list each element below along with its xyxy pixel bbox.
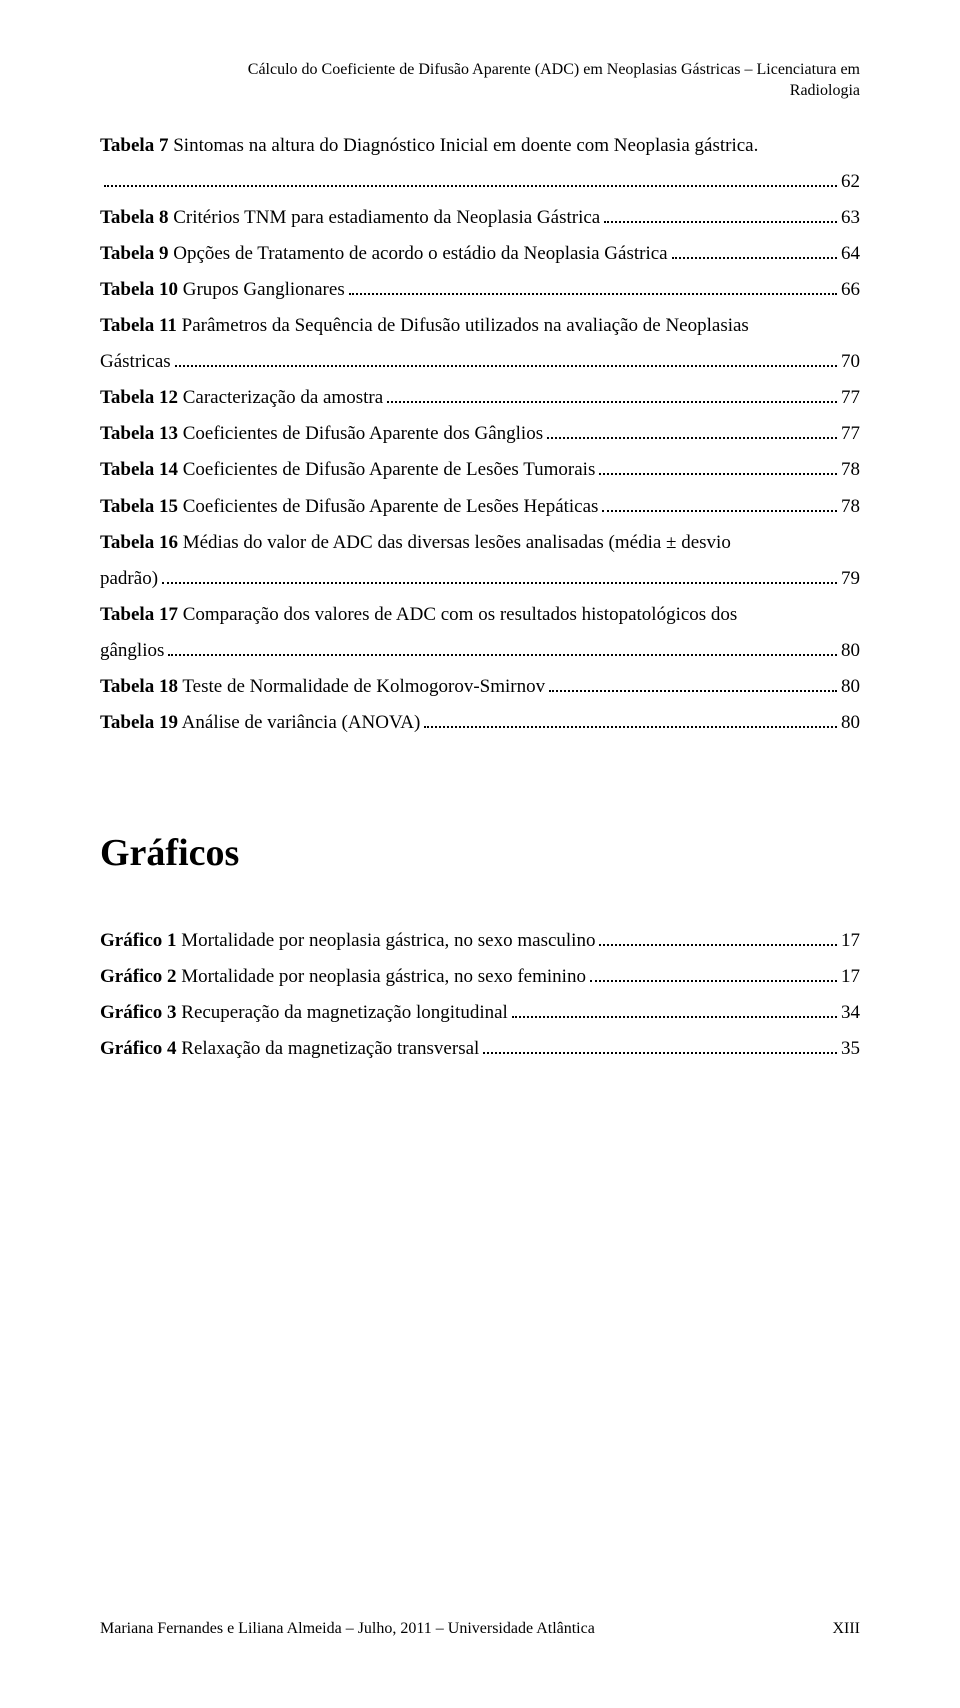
toc-page: 80 (841, 633, 860, 669)
toc-page: 64 (841, 236, 860, 272)
toc-label: Tabela 9 Opções de Tratamento de acordo … (100, 236, 668, 272)
graficos-heading: Gráficos (100, 831, 860, 875)
toc-label: Gráfico 2 Mortalidade por neoplasia gást… (100, 959, 586, 995)
toc-dots (175, 365, 837, 367)
toc-page: 66 (841, 272, 860, 308)
toc-page: 70 (841, 344, 860, 380)
toc-entry: Gráfico 4 Relaxação da magnetização tran… (100, 1031, 860, 1067)
toc-label: Tabela 13 Coeficientes de Difusão Aparen… (100, 416, 543, 452)
toc-dots (599, 944, 837, 946)
toc-page: 80 (841, 705, 860, 741)
toc-entry-continuation: gânglios 80 (100, 633, 860, 669)
toc-page: 78 (841, 452, 860, 488)
toc-dots (512, 1016, 837, 1018)
toc-entry: Gráfico 3 Recuperação da magnetização lo… (100, 995, 860, 1031)
toc-label: Tabela 12 Caracterização da amostra (100, 380, 383, 416)
toc-dots (547, 437, 837, 439)
toc-label: Tabela 8 Critérios TNM para estadiamento… (100, 200, 600, 236)
toc-page: 77 (841, 416, 860, 452)
toc-dots (549, 690, 837, 692)
toc-label: Gástricas (100, 344, 171, 380)
toc-page: 78 (841, 489, 860, 525)
toc-label: Gráfico 1 Mortalidade por neoplasia gást… (100, 923, 595, 959)
toc-entry: Tabela 19 Análise de variância (ANOVA) 8… (100, 705, 860, 741)
toc-label: gânglios (100, 633, 164, 669)
toc-dots (162, 582, 837, 584)
toc-page: 35 (841, 1031, 860, 1067)
toc-entry-continuation: padrão) 79 (100, 561, 860, 597)
toc-entry: Tabela 9 Opções de Tratamento de acordo … (100, 236, 860, 272)
footer-right: XIII (832, 1620, 860, 1638)
header-line-2: Radiologia (100, 81, 860, 102)
toc-entry: Tabela 17 Comparação dos valores de ADC … (100, 597, 860, 633)
toc-label: padrão) (100, 561, 158, 597)
graficos-content: Gráfico 1 Mortalidade por neoplasia gást… (100, 923, 860, 1067)
toc-dots (349, 293, 837, 295)
toc-entry: Tabela 7 Sintomas na altura do Diagnósti… (100, 128, 860, 164)
toc-dots (672, 257, 837, 259)
toc-dots (590, 980, 837, 982)
header-line-1: Cálculo do Coeficiente de Difusão Aparen… (100, 60, 860, 81)
toc-page: 77 (841, 380, 860, 416)
toc-entry: Tabela 12 Caracterização da amostra 77 (100, 380, 860, 416)
toc-page: 80 (841, 669, 860, 705)
toc-entry-continuation: Gástricas 70 (100, 344, 860, 380)
toc-page: 34 (841, 995, 860, 1031)
toc-page: 17 (841, 923, 860, 959)
toc-label: Tabela 18 Teste de Normalidade de Kolmog… (100, 669, 545, 705)
toc-label: Tabela 10 Grupos Ganglionares (100, 272, 345, 308)
toc-dots (599, 473, 837, 475)
toc-entry: Tabela 15 Coeficientes de Difusão Aparen… (100, 489, 860, 525)
toc-entry: Tabela 16 Médias do valor de ADC das div… (100, 525, 860, 561)
toc-entry: Tabela 11 Parâmetros da Sequência de Dif… (100, 308, 860, 344)
toc-entry: Tabela 8 Critérios TNM para estadiamento… (100, 200, 860, 236)
toc-entry: Gráfico 2 Mortalidade por neoplasia gást… (100, 959, 860, 995)
footer-left: Mariana Fernandes e Liliana Almeida – Ju… (100, 1620, 595, 1638)
toc-dots (602, 510, 837, 512)
toc-dots (424, 726, 837, 728)
toc-entry: Tabela 14 Coeficientes de Difusão Aparen… (100, 452, 860, 488)
toc-entry-continuation: 62 (100, 164, 860, 200)
toc-dots (387, 401, 837, 403)
toc-label: Tabela 14 Coeficientes de Difusão Aparen… (100, 452, 595, 488)
toc-entry: Tabela 18 Teste de Normalidade de Kolmog… (100, 669, 860, 705)
toc-content: Tabela 7 Sintomas na altura do Diagnósti… (100, 128, 860, 742)
toc-page: 63 (841, 200, 860, 236)
toc-dots (483, 1052, 837, 1054)
toc-label: Tabela 19 Análise de variância (ANOVA) (100, 705, 420, 741)
toc-label: Tabela 15 Coeficientes de Difusão Aparen… (100, 489, 598, 525)
toc-label: Gráfico 4 Relaxação da magnetização tran… (100, 1031, 479, 1067)
toc-entry: Tabela 10 Grupos Ganglionares 66 (100, 272, 860, 308)
page-header: Cálculo do Coeficiente de Difusão Aparen… (100, 60, 860, 102)
toc-page: 79 (841, 561, 860, 597)
toc-page: 17 (841, 959, 860, 995)
page-footer: Mariana Fernandes e Liliana Almeida – Ju… (100, 1620, 860, 1638)
toc-page: 62 (841, 164, 860, 200)
toc-label: Gráfico 3 Recuperação da magnetização lo… (100, 995, 508, 1031)
toc-dots (604, 221, 837, 223)
toc-entry: Tabela 13 Coeficientes de Difusão Aparen… (100, 416, 860, 452)
toc-dots (104, 185, 837, 187)
toc-entry: Gráfico 1 Mortalidade por neoplasia gást… (100, 923, 860, 959)
toc-dots (168, 654, 837, 656)
